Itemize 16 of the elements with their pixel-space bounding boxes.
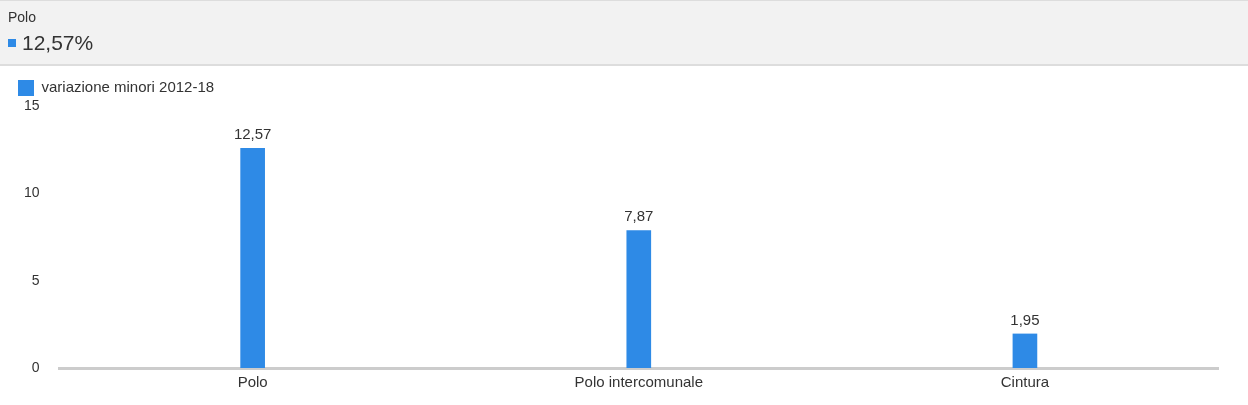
y-tick-label: 10	[23, 184, 40, 201]
data-label: 7,87	[624, 207, 654, 225]
x-tick-label: Cintura	[1000, 373, 1050, 391]
y-tick-label: 15	[23, 96, 40, 113]
text: Polo	[8, 9, 38, 25]
y-tick-label: 5	[31, 271, 40, 288]
y-tick-label: 0	[31, 358, 40, 375]
x-tick-label: Polo	[237, 373, 268, 391]
data-label: 1,95	[1010, 310, 1040, 328]
bar	[240, 148, 265, 368]
bar	[626, 230, 652, 368]
text: 12,57%	[22, 31, 94, 55]
legend-label: variazione minori 2012-18	[41, 78, 215, 96]
bar	[1012, 333, 1038, 368]
x-tick-label: Polo intercomunale	[574, 373, 703, 391]
data-label: 12,57	[233, 125, 272, 143]
